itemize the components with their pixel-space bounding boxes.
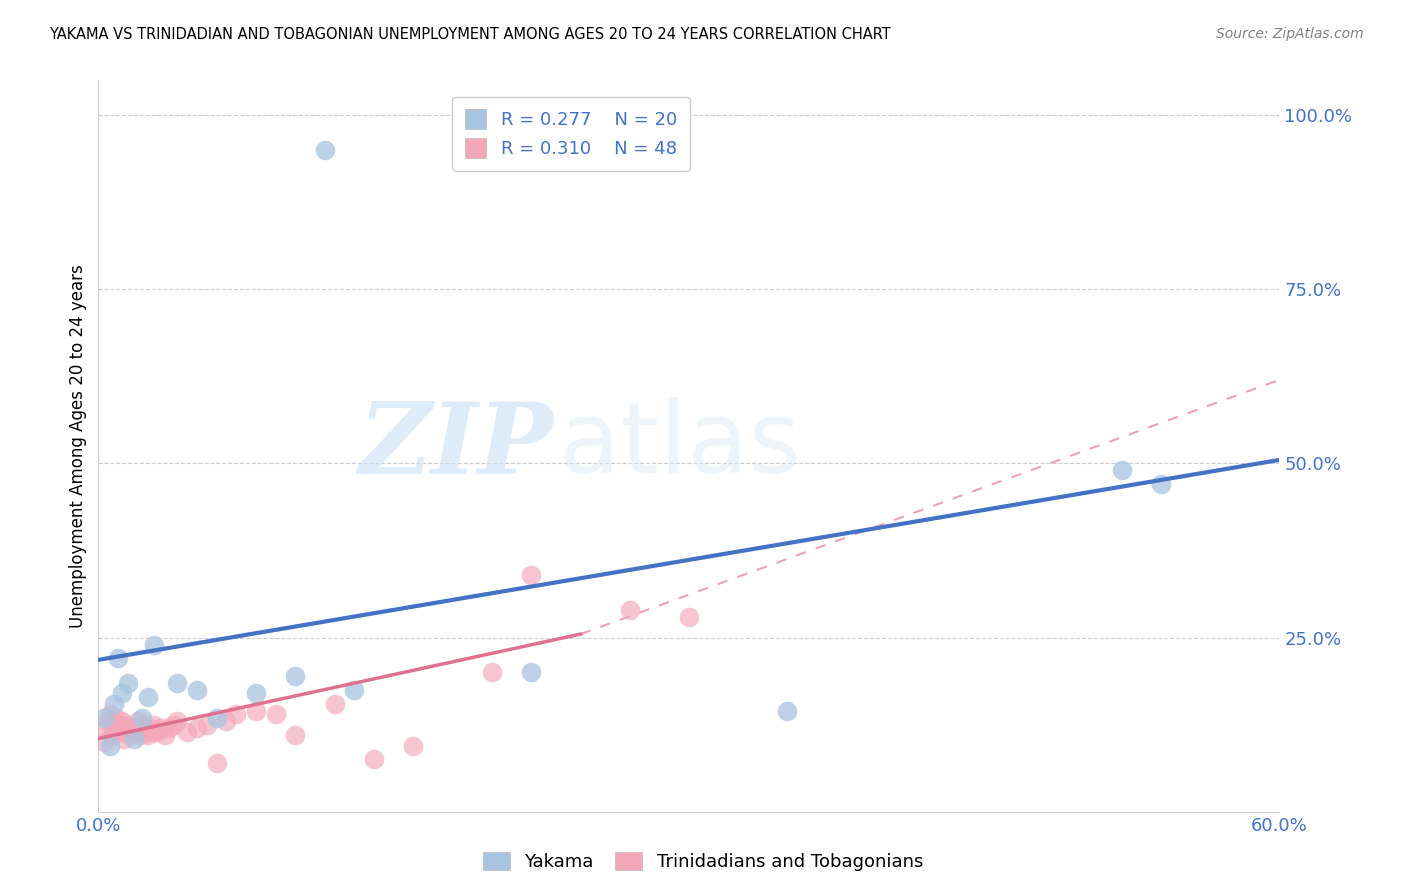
Point bbox=[117, 717, 139, 731]
Point bbox=[186, 721, 208, 735]
Point bbox=[284, 669, 307, 683]
Legend: R = 0.277    N = 20, R = 0.310    N = 48: R = 0.277 N = 20, R = 0.310 N = 48 bbox=[451, 96, 690, 170]
Point bbox=[150, 721, 173, 735]
Point bbox=[162, 717, 184, 731]
Point bbox=[122, 731, 145, 746]
Point bbox=[97, 714, 120, 728]
Text: YAKAMA VS TRINIDADIAN AND TOBAGONIAN UNEMPLOYMENT AMONG AGES 20 TO 24 YEARS CORR: YAKAMA VS TRINIDADIAN AND TOBAGONIAN UNE… bbox=[49, 27, 891, 42]
Point bbox=[117, 676, 139, 690]
Point bbox=[314, 143, 336, 157]
Point bbox=[343, 682, 366, 697]
Point bbox=[215, 714, 238, 728]
Point bbox=[111, 714, 134, 728]
Point bbox=[186, 682, 208, 697]
Point bbox=[1150, 477, 1173, 491]
Point bbox=[136, 728, 159, 742]
Point bbox=[166, 714, 188, 728]
Point bbox=[105, 711, 128, 725]
Point bbox=[107, 651, 129, 665]
Point bbox=[142, 638, 165, 652]
Legend: Yakama, Trinidadians and Tobagonians: Yakama, Trinidadians and Tobagonians bbox=[475, 845, 931, 879]
Point bbox=[205, 711, 228, 725]
Point bbox=[245, 704, 267, 718]
Point bbox=[619, 603, 641, 617]
Point bbox=[481, 665, 503, 680]
Point bbox=[264, 707, 287, 722]
Point bbox=[141, 724, 163, 739]
Point bbox=[142, 717, 165, 731]
Text: Source: ZipAtlas.com: Source: ZipAtlas.com bbox=[1216, 27, 1364, 41]
Point bbox=[107, 724, 129, 739]
Point bbox=[131, 721, 153, 735]
Point bbox=[103, 697, 125, 711]
Point bbox=[103, 721, 125, 735]
Point bbox=[776, 704, 799, 718]
Point bbox=[96, 721, 118, 735]
Point bbox=[118, 728, 141, 742]
Point bbox=[112, 731, 135, 746]
Point bbox=[136, 690, 159, 704]
Point bbox=[138, 721, 160, 735]
Point bbox=[115, 724, 138, 739]
Point bbox=[108, 717, 131, 731]
Point bbox=[101, 728, 124, 742]
Point bbox=[98, 739, 121, 753]
Point bbox=[122, 724, 145, 739]
Point bbox=[176, 724, 198, 739]
Point bbox=[245, 686, 267, 700]
Point bbox=[1111, 463, 1133, 477]
Point bbox=[166, 676, 188, 690]
Point bbox=[146, 724, 169, 739]
Point bbox=[225, 707, 247, 722]
Point bbox=[111, 686, 134, 700]
Point bbox=[520, 567, 543, 582]
Point bbox=[125, 721, 148, 735]
Point bbox=[323, 697, 346, 711]
Point bbox=[205, 756, 228, 770]
Point bbox=[363, 752, 385, 766]
Point bbox=[157, 721, 180, 735]
Point bbox=[284, 728, 307, 742]
Point bbox=[155, 728, 177, 742]
Point bbox=[402, 739, 425, 753]
Point bbox=[678, 609, 700, 624]
Point bbox=[93, 735, 115, 749]
Text: atlas: atlas bbox=[560, 398, 800, 494]
Text: ZIP: ZIP bbox=[359, 398, 553, 494]
Point bbox=[127, 714, 149, 728]
Point bbox=[128, 728, 150, 742]
Point bbox=[135, 724, 157, 739]
Point bbox=[121, 721, 143, 735]
Y-axis label: Unemployment Among Ages 20 to 24 years: Unemployment Among Ages 20 to 24 years bbox=[69, 264, 87, 628]
Point bbox=[195, 717, 218, 731]
Point bbox=[520, 665, 543, 680]
Point bbox=[93, 711, 115, 725]
Point bbox=[131, 711, 153, 725]
Point bbox=[98, 707, 121, 722]
Point bbox=[132, 717, 155, 731]
